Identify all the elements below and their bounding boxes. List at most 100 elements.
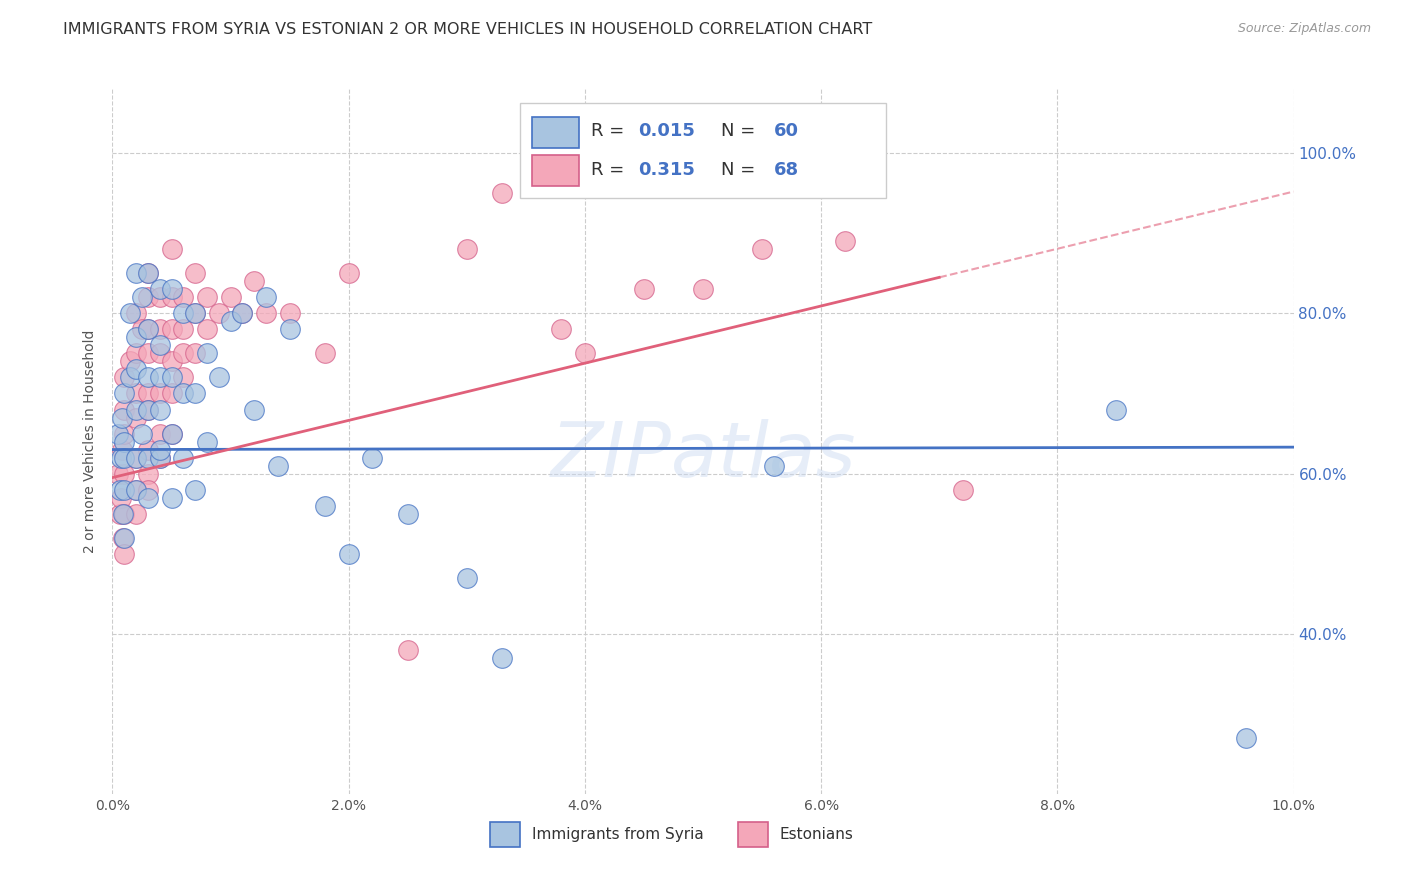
- Point: [149, 370, 172, 384]
- Point: [208, 306, 231, 320]
- Point: [112, 370, 135, 384]
- Point: [136, 370, 159, 384]
- Point: [149, 442, 172, 457]
- Point: [254, 290, 277, 304]
- Point: [125, 402, 148, 417]
- Point: [243, 274, 266, 288]
- Point: [125, 483, 148, 497]
- Point: [160, 243, 183, 257]
- Point: [278, 306, 301, 320]
- Point: [136, 450, 159, 465]
- Point: [136, 402, 159, 417]
- Point: [160, 290, 183, 304]
- Point: [112, 386, 135, 401]
- Point: [125, 346, 148, 360]
- Point: [762, 458, 785, 473]
- Point: [136, 467, 159, 481]
- Point: [136, 266, 159, 280]
- Point: [136, 442, 159, 457]
- Point: [136, 346, 159, 360]
- Text: Immigrants from Syria: Immigrants from Syria: [531, 827, 703, 842]
- Point: [125, 507, 148, 521]
- FancyBboxPatch shape: [520, 103, 886, 198]
- Point: [337, 547, 360, 561]
- Point: [172, 322, 194, 336]
- Point: [131, 290, 153, 304]
- Point: [110, 491, 132, 505]
- Point: [120, 370, 142, 384]
- Text: 68: 68: [773, 161, 799, 179]
- Point: [751, 243, 773, 257]
- FancyBboxPatch shape: [531, 117, 579, 148]
- Text: ZIPatlas: ZIPatlas: [550, 418, 856, 492]
- Point: [337, 266, 360, 280]
- Point: [149, 322, 172, 336]
- Point: [136, 266, 159, 280]
- Point: [136, 402, 159, 417]
- Text: Source: ZipAtlas.com: Source: ZipAtlas.com: [1237, 22, 1371, 36]
- Point: [172, 306, 194, 320]
- Point: [574, 346, 596, 360]
- Point: [112, 531, 135, 545]
- Point: [131, 322, 153, 336]
- Text: 60: 60: [773, 122, 799, 140]
- Point: [231, 306, 253, 320]
- Point: [361, 450, 384, 465]
- Point: [149, 282, 172, 296]
- Point: [314, 499, 336, 513]
- Text: R =: R =: [591, 161, 630, 179]
- Point: [120, 306, 142, 320]
- Point: [136, 322, 159, 336]
- Point: [1234, 731, 1257, 745]
- Point: [125, 266, 148, 280]
- Point: [112, 434, 135, 449]
- Point: [952, 483, 974, 497]
- Point: [112, 467, 135, 481]
- Point: [111, 410, 134, 425]
- Point: [184, 346, 207, 360]
- Point: [633, 282, 655, 296]
- Point: [396, 507, 419, 521]
- Text: N =: N =: [721, 161, 761, 179]
- Point: [243, 402, 266, 417]
- Point: [112, 483, 135, 497]
- Point: [112, 507, 135, 521]
- Point: [107, 467, 129, 481]
- Point: [456, 243, 478, 257]
- Text: N =: N =: [721, 122, 761, 140]
- Point: [267, 458, 290, 473]
- Point: [219, 314, 242, 328]
- Point: [149, 346, 172, 360]
- Point: [136, 483, 159, 497]
- Point: [219, 290, 242, 304]
- Point: [149, 450, 172, 465]
- Point: [110, 450, 132, 465]
- Point: [149, 290, 172, 304]
- Point: [149, 386, 172, 401]
- Point: [149, 338, 172, 352]
- Point: [125, 450, 148, 465]
- Point: [149, 450, 172, 465]
- Point: [254, 306, 277, 320]
- Point: [396, 642, 419, 657]
- Point: [160, 426, 183, 441]
- Point: [184, 306, 207, 320]
- Point: [278, 322, 301, 336]
- Point: [160, 370, 183, 384]
- Point: [184, 306, 207, 320]
- Point: [131, 426, 153, 441]
- Point: [160, 426, 183, 441]
- Point: [172, 370, 194, 384]
- Point: [184, 266, 207, 280]
- Point: [112, 547, 135, 561]
- Point: [125, 483, 148, 497]
- Point: [125, 386, 148, 401]
- Y-axis label: 2 or more Vehicles in Household: 2 or more Vehicles in Household: [83, 330, 97, 553]
- Point: [149, 402, 172, 417]
- Point: [149, 426, 172, 441]
- Point: [136, 491, 159, 505]
- Point: [160, 386, 183, 401]
- Point: [195, 290, 218, 304]
- Point: [456, 571, 478, 585]
- Point: [195, 322, 218, 336]
